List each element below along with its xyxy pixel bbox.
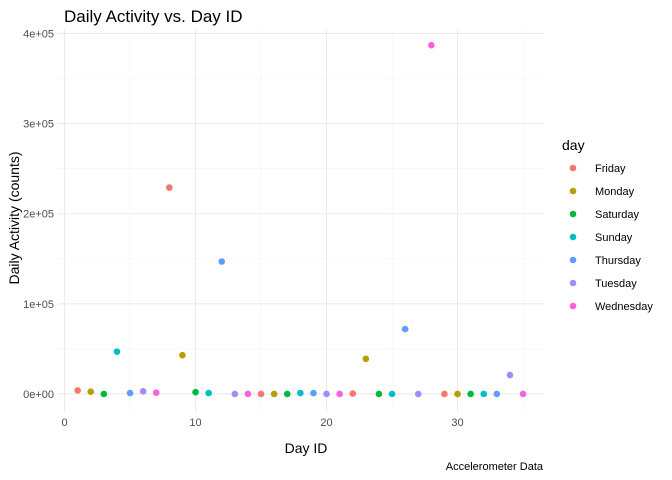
point-monday: [362, 355, 370, 363]
point-wednesday: [428, 41, 435, 49]
legend-label-tuesday: Tuesday: [595, 278, 637, 290]
chart-title: Daily Activity vs. Day ID: [64, 7, 243, 26]
point-friday: [441, 390, 448, 398]
legend-label-sunday: Sunday: [595, 232, 633, 244]
point-tuesday: [323, 390, 330, 398]
point-monday: [87, 388, 95, 396]
point-sunday: [480, 390, 488, 398]
point-tuesday: [231, 390, 239, 398]
point-saturday: [100, 390, 108, 398]
legend-label-monday: Monday: [595, 186, 635, 198]
x-tick-label: 30: [451, 417, 463, 429]
point-wednesday: [519, 390, 527, 398]
point-sunday: [205, 389, 212, 397]
point-saturday: [467, 390, 474, 398]
point-tuesday: [506, 371, 514, 379]
x-tick-label: 10: [189, 417, 201, 429]
point-wednesday: [244, 390, 252, 398]
legend-key-wednesday: [569, 302, 577, 310]
legend-key-monday: [569, 187, 577, 195]
y-tick-label: 3e+05: [23, 119, 54, 131]
point-saturday: [283, 390, 291, 398]
point-thursday: [401, 325, 409, 333]
legend-title: day: [562, 137, 585, 153]
point-friday: [257, 390, 265, 398]
y-axis-title: Daily Activity (counts): [6, 151, 22, 284]
point-monday: [270, 390, 278, 398]
legend-label-thursday: Thursday: [595, 255, 641, 267]
x-tick-label: 20: [320, 417, 332, 429]
y-tick-label: 1e+05: [23, 299, 54, 311]
point-monday: [454, 390, 461, 398]
legend-key-thursday: [569, 256, 577, 264]
legend-key-tuesday: [569, 279, 577, 287]
legend-key-saturday: [569, 210, 577, 218]
plot-panel: 0 10 20 30 0e+00 1e+05 2e+05 3e+05 4e+05: [23, 29, 544, 429]
point-wednesday: [336, 390, 343, 398]
point-thursday: [126, 389, 134, 397]
point-thursday: [218, 258, 226, 265]
point-thursday: [493, 390, 501, 398]
point-thursday: [310, 389, 317, 397]
y-tick-label: 4e+05: [23, 29, 54, 41]
point-tuesday: [414, 390, 422, 398]
point-sunday: [297, 389, 304, 397]
point-saturday: [192, 388, 199, 396]
point-saturday: [375, 390, 383, 398]
point-monday: [179, 351, 186, 359]
point-wednesday: [152, 389, 160, 396]
point-friday: [349, 390, 357, 397]
y-tick-label: 0e+00: [23, 389, 54, 401]
point-sunday: [113, 348, 121, 355]
point-sunday: [388, 390, 396, 398]
x-tick-label: 0: [61, 417, 67, 429]
legend-label-saturday: Saturday: [595, 209, 640, 221]
point-tuesday: [139, 387, 147, 395]
legend-label-wednesday: Wednesday: [595, 301, 653, 313]
x-axis-title: Day ID: [285, 440, 328, 456]
legend-label-friday: Friday: [595, 163, 626, 175]
chart-caption: Accelerometer Data: [446, 461, 544, 473]
legend-key-friday: [569, 164, 577, 172]
y-tick-label: 2e+05: [23, 209, 54, 221]
legend-key-sunday: [569, 233, 577, 241]
legend: day Friday Monday Saturday Sunday Thursday Tu…: [562, 137, 653, 313]
point-friday: [166, 184, 173, 191]
point-friday: [74, 387, 81, 394]
